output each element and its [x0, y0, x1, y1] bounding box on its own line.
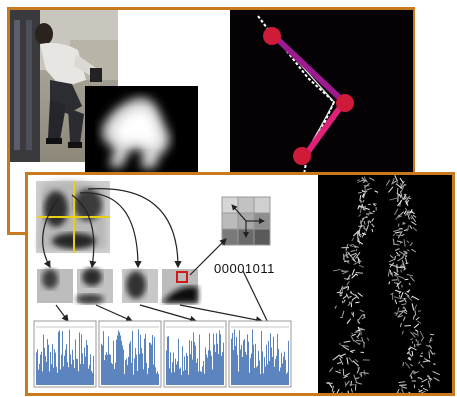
silhouette-drawing	[102, 97, 170, 168]
feature-pipeline-diagram	[33, 180, 292, 388]
edge-drawing	[326, 175, 440, 393]
person-photo-drawing	[10, 10, 118, 162]
histograms	[33, 320, 292, 388]
skeleton-drawing	[257, 15, 354, 175]
person-photo	[10, 10, 118, 162]
main-patch	[36, 180, 110, 253]
sub-patch-4	[162, 269, 198, 303]
top-panel	[7, 7, 415, 235]
sub-patch-3	[122, 269, 158, 303]
lbp-grid	[221, 196, 271, 246]
bottom-panel: 00001011	[25, 172, 455, 396]
lbp-binary-code: 00001011	[214, 261, 275, 276]
joint-head	[263, 27, 281, 45]
sub-patch-2	[76, 268, 113, 304]
sub-patch-1	[37, 269, 73, 303]
depth-silhouette	[85, 86, 198, 176]
skeleton-overlay	[230, 10, 413, 175]
joint-knee	[293, 147, 311, 165]
edge-map	[318, 175, 452, 393]
joint-hip	[336, 94, 354, 112]
